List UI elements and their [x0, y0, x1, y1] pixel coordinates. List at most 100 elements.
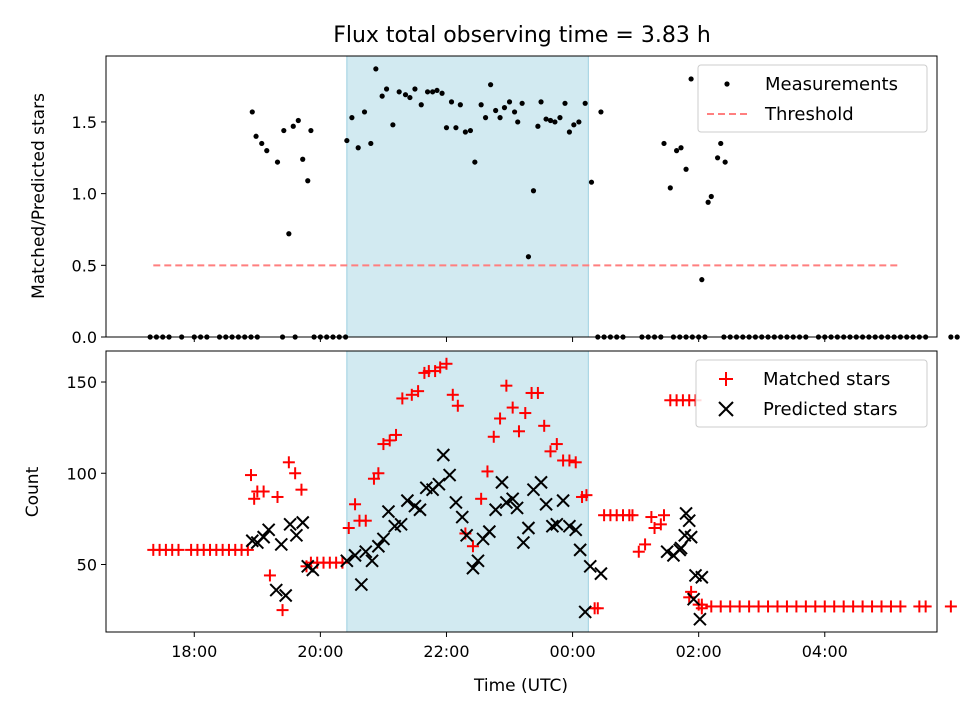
matched-star-point	[487, 430, 500, 443]
measurement-point	[259, 140, 265, 147]
measurement-point	[515, 119, 521, 125]
measurement-point	[418, 102, 424, 108]
y-tick-label: 100	[66, 464, 97, 483]
y-tick-label: 1.5	[72, 113, 97, 132]
matched-star-point	[372, 467, 385, 480]
bottom-legend: Matched stars Predicted stars	[695, 359, 928, 428]
predicted-star-point	[660, 545, 674, 559]
observing-window-band	[346, 55, 589, 338]
matched-star-point	[591, 602, 604, 615]
measurement-point	[598, 109, 604, 115]
measurement-point	[948, 334, 954, 340]
predicted-star-point	[562, 519, 577, 533]
matched-star-point	[446, 388, 459, 401]
measurement-point	[453, 125, 459, 131]
predicted-star-point	[695, 570, 709, 584]
measurement-point	[683, 166, 689, 172]
bottom-panel: 18:00 20:00 22:00 00:00 02:00 04:00 50 100 150 C…	[23, 350, 957, 696]
matched-star-point	[257, 485, 270, 498]
matched-star-point	[569, 456, 582, 469]
matched-star-point	[383, 434, 396, 447]
x-tick-label: 22:00	[423, 642, 469, 661]
predicted-star-point	[466, 561, 480, 575]
matched-star-point	[683, 591, 696, 604]
measurement-point	[661, 140, 667, 147]
measurement-point	[688, 76, 694, 82]
predicted-star-point	[442, 468, 457, 482]
x-tick-label: 04:00	[802, 642, 848, 661]
predicted-star-point	[471, 554, 485, 568]
matched-star-point	[248, 492, 261, 505]
predicted-star-point	[381, 504, 396, 519]
predicted-star-point	[436, 448, 451, 462]
measurement-point	[434, 87, 440, 94]
measurement-point	[373, 66, 379, 72]
y-tick-label: 0.5	[72, 256, 97, 275]
measurement-point	[281, 127, 287, 134]
predicted-star-point	[455, 510, 469, 524]
predicted-star-point	[573, 543, 587, 557]
predicted-star-point	[261, 523, 276, 537]
measurement-point	[582, 100, 588, 106]
matched-star-point	[657, 509, 670, 522]
measurement-point	[722, 159, 728, 165]
matched-star-point	[245, 469, 258, 482]
measurement-point	[424, 89, 431, 95]
matched-star-point	[481, 465, 494, 478]
measurement-point	[552, 119, 558, 125]
measurement-point	[448, 99, 455, 105]
predicted-star-point	[678, 528, 692, 542]
top-axis-ticks: 0.0 0.5 1.0 1.5	[72, 113, 826, 347]
y-tick-label: 1.0	[72, 185, 97, 204]
matched-star-point	[349, 498, 362, 511]
matched-star-point	[359, 514, 372, 527]
measurement-point	[674, 148, 680, 154]
predicted-star-point	[679, 506, 693, 521]
predicted-star-point	[348, 548, 362, 563]
measurement-point	[557, 115, 563, 121]
measurement-point	[576, 119, 582, 125]
measurement-point	[547, 117, 554, 124]
measurement-point	[286, 231, 292, 237]
top-legend: Measurements Threshold	[697, 64, 928, 133]
measurement-point	[368, 140, 374, 147]
predicted-star-point	[495, 475, 509, 490]
matched-star-point	[475, 492, 488, 505]
legend-measurements-marker	[724, 81, 730, 87]
predicted-star-point	[365, 554, 379, 568]
chart-title: Flux total observing time = 3.83 h	[333, 23, 711, 48]
y-tick-label: 50	[77, 555, 97, 574]
legend-predicted-label: Predicted stars	[763, 399, 897, 420]
predicted-star-point	[354, 577, 369, 592]
x-tick-label: 00:00	[550, 642, 596, 661]
measurement-point	[699, 277, 705, 283]
measurement-point	[501, 105, 508, 111]
predicted-star-point	[289, 528, 304, 542]
predicted-star-point	[371, 539, 386, 553]
predicted-star-point	[545, 519, 560, 533]
measurement-point	[525, 254, 532, 260]
measurement-point	[482, 115, 489, 121]
predicted-star-point	[583, 559, 597, 574]
measurement-point	[678, 145, 684, 151]
matched-star-point	[396, 392, 409, 405]
matched-star-point	[466, 540, 479, 553]
predicted-star-point	[556, 493, 570, 508]
matched-star-point	[639, 538, 652, 551]
predicted-star-point	[413, 503, 427, 517]
measurement-point	[396, 89, 402, 95]
measurement-point	[488, 82, 494, 88]
measurement-point	[443, 125, 450, 131]
predicted-star-point	[539, 497, 553, 511]
matched-star-point	[538, 419, 551, 432]
measurement-point	[308, 127, 314, 134]
predicted-star-point	[283, 517, 297, 532]
predicted-star-point	[296, 515, 310, 530]
matched-star-point	[263, 569, 276, 582]
x-tick-label: 20:00	[297, 642, 343, 661]
measurement-point	[511, 109, 518, 115]
measurement-point	[402, 92, 409, 98]
matched-star-point	[506, 401, 519, 414]
predicted-star-point	[578, 605, 592, 619]
